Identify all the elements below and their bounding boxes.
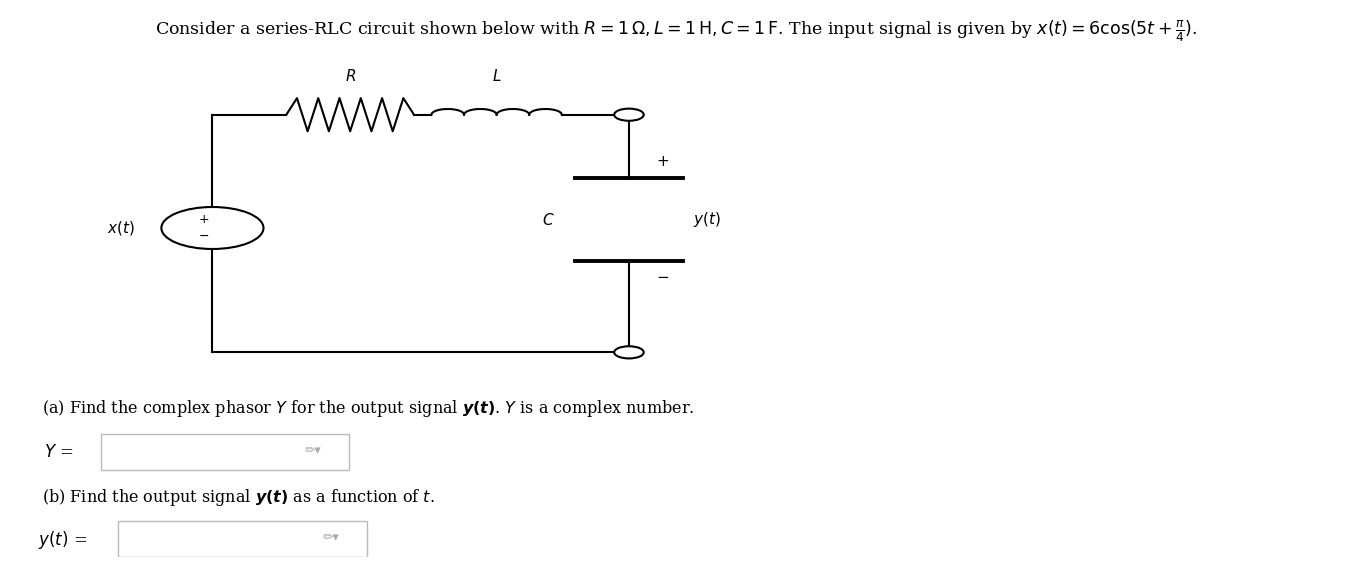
Text: Consider a series-RLC circuit shown below with $R = 1\,\Omega, L = 1\,\text{H}, : Consider a series-RLC circuit shown belo… bbox=[154, 18, 1198, 44]
Text: $R$: $R$ bbox=[345, 68, 356, 84]
Circle shape bbox=[614, 346, 644, 358]
Bar bbox=[119, 521, 366, 557]
Text: $y(t)$ =: $y(t)$ = bbox=[38, 529, 87, 551]
Text: $Y$ =: $Y$ = bbox=[45, 444, 74, 462]
Text: (a) Find the complex phasor $Y$ for the output signal $\boldsymbol{y(t)}$. $Y$ i: (a) Find the complex phasor $Y$ for the … bbox=[42, 398, 694, 419]
Text: ✏▾: ✏▾ bbox=[304, 444, 322, 457]
Text: +: + bbox=[656, 154, 669, 169]
Text: −: − bbox=[199, 231, 210, 243]
Text: $x(t)$: $x(t)$ bbox=[107, 219, 135, 237]
Circle shape bbox=[614, 109, 644, 121]
Text: ✏▾: ✏▾ bbox=[322, 531, 339, 545]
Text: −: − bbox=[656, 270, 669, 285]
Text: (b) Find the output signal $\boldsymbol{y(t)}$ as a function of $t$.: (b) Find the output signal $\boldsymbol{… bbox=[42, 486, 434, 508]
Bar bbox=[101, 434, 349, 470]
Text: $y(t)$: $y(t)$ bbox=[694, 210, 721, 229]
Text: +: + bbox=[199, 213, 210, 226]
Text: $L$: $L$ bbox=[492, 68, 502, 84]
Text: $C$: $C$ bbox=[542, 211, 554, 228]
